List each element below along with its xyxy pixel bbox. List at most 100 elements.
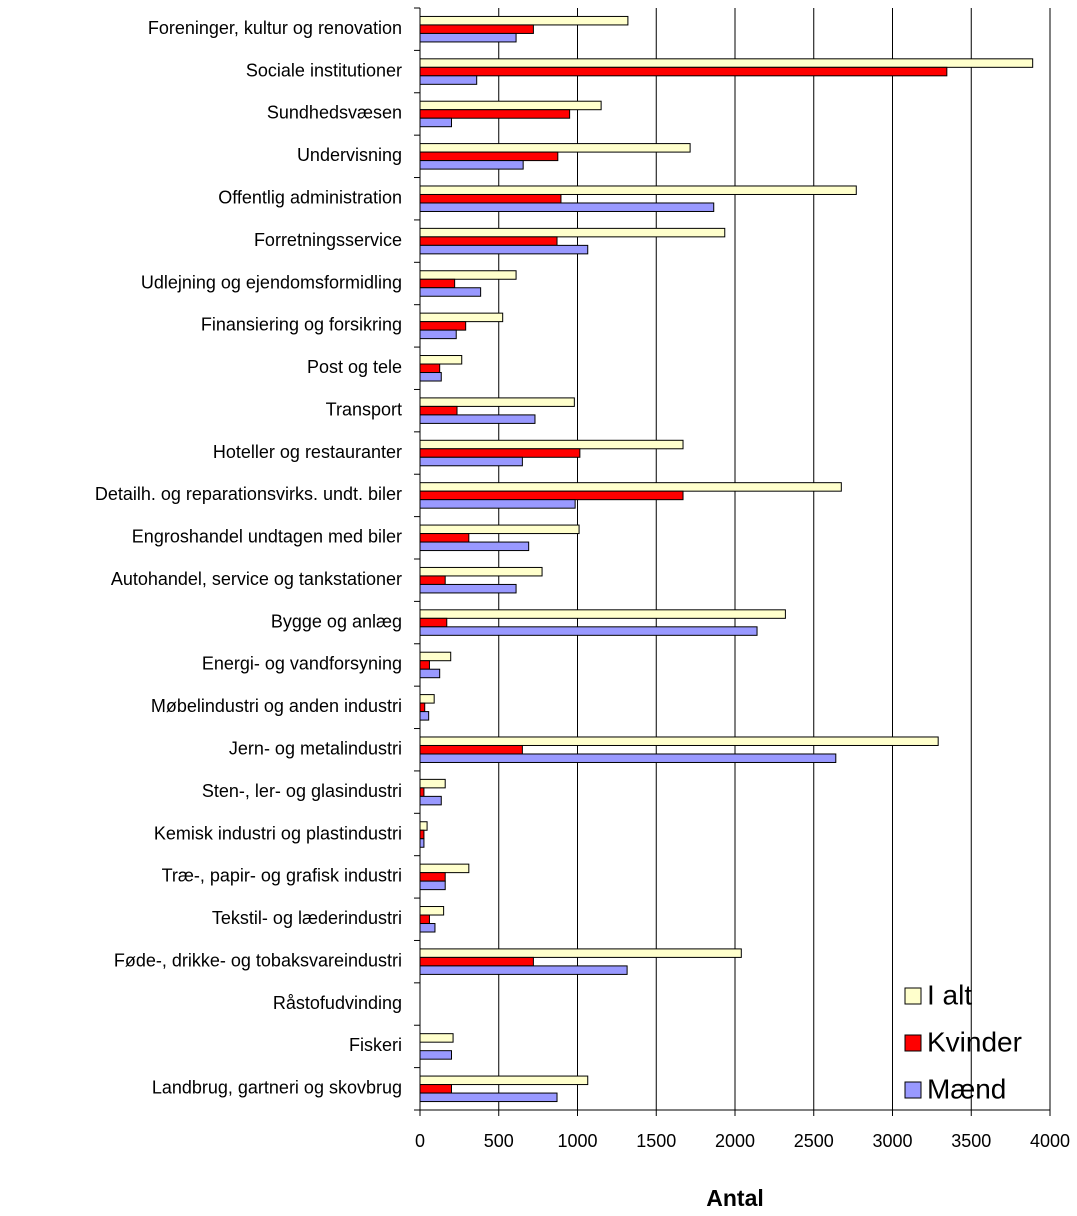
bar: [419, 244, 589, 255]
bar: [419, 880, 446, 891]
x-tick-label: 2000: [715, 1131, 755, 1151]
bar: [419, 524, 580, 535]
bar: [419, 490, 684, 501]
bar: [419, 270, 517, 280]
bar: [419, 117, 452, 128]
x-tick-label: 3500: [951, 1131, 991, 1151]
x-axis-label: Antal: [706, 1185, 764, 1211]
x-tick-label: 1500: [636, 1131, 676, 1151]
bar: [419, 15, 629, 26]
bar: [419, 439, 684, 450]
y-tick-label: Fiskeri: [349, 1035, 402, 1055]
bar: [419, 906, 445, 916]
y-tick-label: Landbrug, gartneri og skovbrug: [152, 1078, 402, 1098]
y-tick-label: Sociale institutioner: [246, 60, 402, 80]
y-tick-label: Energi- og vandforsyning: [202, 654, 402, 674]
y-tick-label: Udlejning og ejendomsformidling: [141, 272, 402, 292]
bar: [419, 1033, 454, 1043]
y-tick-label: Hoteller og restauranter: [213, 442, 402, 462]
bar: [419, 405, 458, 416]
bar: [419, 456, 523, 467]
bar: [419, 482, 842, 492]
y-tick-label: Undervisning: [297, 145, 402, 165]
y-tick-label: Sten-, ler- og glasindustri: [202, 781, 402, 801]
bar: [419, 694, 435, 704]
bar: [419, 744, 523, 755]
y-tick-label: Tekstil- og læderindustri: [212, 908, 402, 928]
bar: [419, 193, 562, 204]
bar: [419, 363, 441, 374]
bar: [419, 109, 571, 119]
bar: [419, 1084, 452, 1094]
bar: [419, 778, 446, 789]
bar: [419, 312, 504, 323]
bar: [419, 202, 715, 212]
y-tick-label: Bygge og anlæg: [271, 611, 402, 631]
bar: [419, 32, 517, 43]
bar: [419, 321, 467, 331]
y-tick-label: Sundhedsvæsen: [267, 103, 402, 123]
y-tick-label: Finansiering og forsikring: [201, 315, 402, 335]
y-tick-label: Detailh. og reparationsvirks. undt. bile…: [95, 484, 402, 504]
bar: [419, 821, 428, 831]
bar: [419, 651, 452, 662]
bar: [419, 541, 530, 552]
bar: [419, 575, 446, 585]
bar: [419, 372, 442, 382]
y-tick-label: Engroshandel undtagen med biler: [132, 527, 402, 547]
bar: [419, 753, 837, 763]
y-tick-label: Kemisk industri og plastindustri: [154, 823, 402, 843]
bar: [419, 1075, 589, 1086]
bar: [419, 956, 534, 967]
bar: [419, 329, 457, 340]
bar: [419, 965, 628, 975]
legend-label: Kvinder: [927, 1026, 1022, 1057]
x-tick-label: 1000: [557, 1131, 597, 1151]
x-tick-label: 0: [415, 1131, 425, 1151]
bar: [419, 583, 517, 594]
y-tick-label: Forretningsservice: [254, 230, 402, 250]
bar: [419, 829, 425, 840]
y-tick-label: Føde-, drikke- og tobaksvareindustri: [114, 950, 402, 970]
bar: [419, 948, 742, 958]
bar: [419, 24, 534, 34]
bar: [419, 75, 478, 85]
bar: [419, 1050, 452, 1060]
bar: [419, 143, 691, 153]
bar: [419, 160, 524, 170]
y-tick-label: Foreninger, kultur og renovation: [148, 18, 402, 38]
bar: [419, 499, 576, 509]
bar: [419, 533, 470, 543]
x-tick-label: 3000: [872, 1131, 912, 1151]
y-tick-label: Autohandel, service og tankstationer: [111, 569, 402, 589]
y-tick-label: Offentlig administration: [218, 187, 402, 207]
bar: [419, 736, 939, 746]
bar: [419, 668, 441, 679]
bar: [419, 1092, 558, 1103]
bar: [419, 923, 436, 933]
y-tick-label: Post og tele: [307, 357, 402, 377]
bar: [419, 795, 442, 806]
y-tick-label: Træ-, papir- og grafisk industri: [162, 866, 402, 886]
bar: [419, 66, 948, 77]
bar: [419, 448, 581, 458]
legend-label: Mænd: [927, 1073, 1006, 1104]
bar: [419, 609, 786, 619]
y-tick-label: Transport: [326, 399, 402, 419]
y-tick-label: Møbelindustri og anden industri: [151, 696, 402, 716]
bar: [419, 617, 448, 628]
bar: [419, 58, 1034, 68]
bar: [419, 626, 758, 636]
bar: [419, 566, 543, 577]
bar: [419, 355, 463, 365]
bar: [419, 227, 726, 238]
y-tick-label: Jern- og metalindustri: [229, 738, 402, 758]
x-tick-label: 4000: [1030, 1131, 1070, 1151]
legend-label: I alt: [927, 979, 972, 1010]
bar: [419, 787, 425, 797]
bar: [419, 100, 602, 111]
x-tick-label: 500: [484, 1131, 514, 1151]
bar: [419, 414, 536, 424]
